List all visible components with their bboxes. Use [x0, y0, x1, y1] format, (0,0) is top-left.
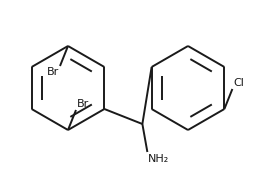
- Text: Br: Br: [47, 67, 59, 77]
- Text: Cl: Cl: [233, 78, 244, 88]
- Text: NH₂: NH₂: [148, 154, 170, 164]
- Text: Br: Br: [77, 99, 89, 109]
